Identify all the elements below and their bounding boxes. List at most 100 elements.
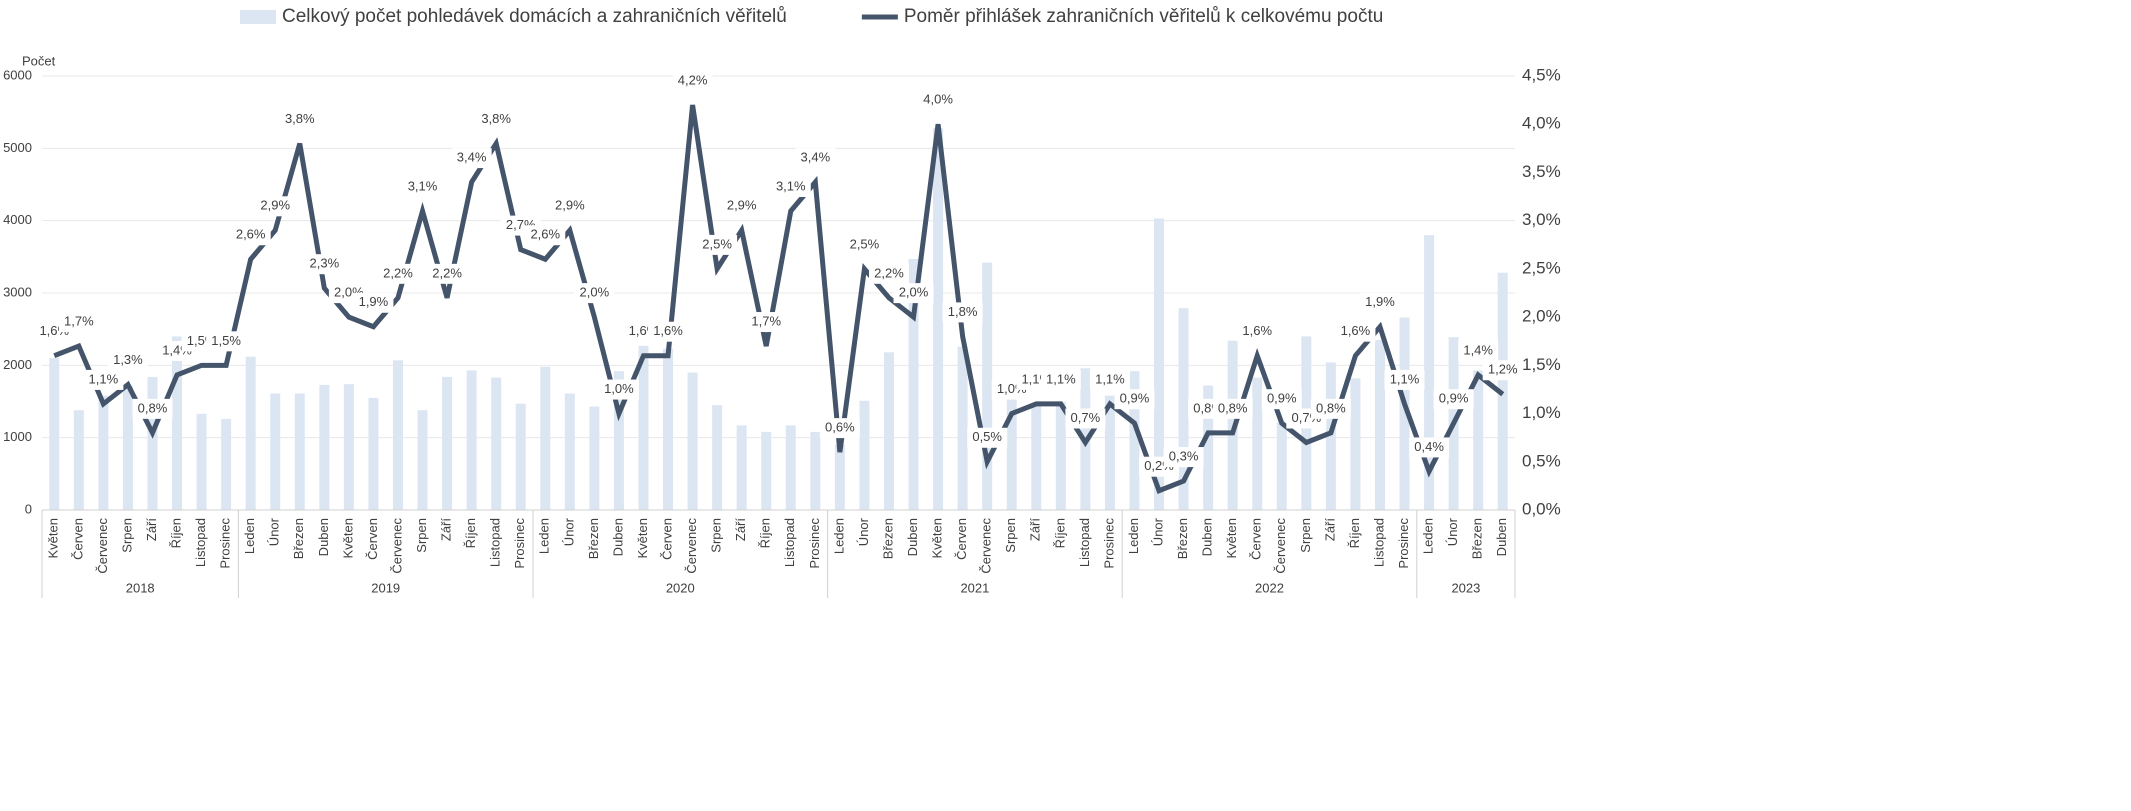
bar	[1178, 308, 1189, 510]
bar	[1350, 378, 1361, 510]
x-tick-label: Květen	[46, 518, 61, 558]
data-label: 1,3%	[113, 352, 143, 367]
x-tick-label: Září	[144, 518, 159, 542]
x-tick-label: Červenec	[684, 518, 699, 574]
data-label: 2,5%	[702, 236, 732, 251]
label-bg	[1335, 321, 1376, 342]
data-label: 4,0%	[923, 92, 953, 107]
label-bg	[574, 283, 615, 304]
bar	[392, 360, 403, 510]
data-label: 1,9%	[1365, 294, 1395, 309]
label-bg	[1310, 398, 1351, 419]
data-label: 0,6%	[825, 420, 855, 435]
x-tick-label: Leden	[831, 518, 846, 554]
bar	[1006, 398, 1017, 510]
data-label: 0,9%	[1120, 391, 1150, 406]
data-label: 0,8%	[1316, 400, 1346, 415]
bar	[834, 444, 845, 510]
data-label: 2,9%	[727, 198, 757, 213]
x-tick-label: Říjen	[1347, 518, 1362, 548]
data-label: 0,8%	[138, 400, 168, 415]
bar	[221, 418, 232, 510]
bar	[883, 352, 894, 510]
legend-swatch	[240, 10, 276, 24]
x-tick-label: Srpen	[119, 518, 134, 553]
data-label: 1,6%	[1242, 323, 1272, 338]
x-tick-label: Květen	[1224, 518, 1239, 558]
y-tick-label: 6000	[3, 67, 32, 82]
x-tick-label: Září	[733, 518, 748, 542]
data-label: 2,6%	[530, 227, 560, 242]
label-bg	[279, 109, 320, 130]
label-bg	[918, 90, 959, 111]
x-tick-label: Březen	[1175, 518, 1190, 559]
y-tick-label: 0	[25, 501, 32, 516]
y-tick-label: 3000	[3, 284, 32, 299]
y2-tick-label: 3,5%	[1522, 162, 1561, 181]
x-tick-label: Listopad	[1371, 518, 1386, 567]
x-tick-label: Duben	[1494, 518, 1509, 556]
x-tick-label: Prosinec	[1101, 518, 1116, 569]
bar	[613, 371, 624, 510]
x-tick-label: Únor	[267, 517, 282, 546]
label-bg	[844, 234, 885, 255]
label-bg	[451, 148, 492, 169]
bar	[736, 425, 747, 510]
label-bg	[1212, 398, 1253, 419]
x-tick-label: Říjen	[1052, 518, 1067, 548]
label-bg	[1163, 447, 1204, 468]
x-tick-label: Únor	[856, 517, 871, 546]
year-label: 2023	[1451, 580, 1480, 595]
x-tick-label: Duben	[1200, 518, 1215, 556]
x-tick-label: Září	[1028, 518, 1043, 542]
data-label: 2,5%	[850, 236, 880, 251]
x-tick-label: Listopad	[488, 518, 503, 567]
x-tick-label: Září	[1322, 518, 1337, 542]
y2-tick-label: 0,5%	[1522, 451, 1561, 470]
data-label: 1,5%	[211, 333, 241, 348]
bar	[491, 377, 502, 510]
bar	[933, 128, 944, 510]
x-tick-label: Květen	[340, 518, 355, 558]
label-bg	[893, 283, 934, 304]
bar	[1325, 362, 1336, 510]
label-bg	[967, 427, 1008, 448]
data-label: 3,8%	[481, 111, 511, 126]
x-tick-label: Duben	[610, 518, 625, 556]
data-label: 2,3%	[310, 256, 340, 271]
data-label: 1,1%	[1095, 371, 1125, 386]
x-tick-label: Květen	[635, 518, 650, 558]
x-tick-label: Leden	[1421, 518, 1436, 554]
label-bg	[1114, 389, 1155, 410]
data-label: 1,2%	[1488, 362, 1518, 377]
bar	[1154, 218, 1165, 510]
label-bg	[868, 263, 909, 284]
x-tick-label: Červenec	[979, 518, 994, 574]
bar	[785, 425, 796, 510]
y2-tick-label: 3,0%	[1522, 210, 1561, 229]
label-bg	[770, 177, 811, 198]
x-tick-label: Srpen	[1003, 518, 1018, 553]
y2-tick-label: 2,0%	[1522, 307, 1561, 326]
y2-tick-label: 4,0%	[1522, 114, 1561, 133]
data-label: 2,9%	[260, 198, 290, 213]
data-label: 0,4%	[1414, 439, 1444, 454]
data-label: 2,0%	[580, 285, 610, 300]
label-bg	[304, 254, 345, 275]
label-bg	[230, 225, 271, 246]
data-label: 0,7%	[1071, 410, 1101, 425]
x-tick-label: Listopad	[193, 518, 208, 567]
data-label: 0,9%	[1267, 391, 1297, 406]
data-label: 3,8%	[285, 111, 315, 126]
year-label: 2021	[960, 580, 989, 595]
x-tick-label: Květen	[930, 518, 945, 558]
label-bg	[58, 312, 99, 333]
legend-label: Celkový počet pohledávek domácích a zahr…	[282, 6, 787, 27]
bar	[1129, 371, 1140, 510]
bar	[1031, 402, 1042, 510]
x-tick-label: Listopad	[1077, 518, 1092, 567]
x-tick-label: Duben	[905, 518, 920, 556]
bar	[859, 400, 870, 510]
x-tick-label: Únor	[1150, 517, 1165, 546]
